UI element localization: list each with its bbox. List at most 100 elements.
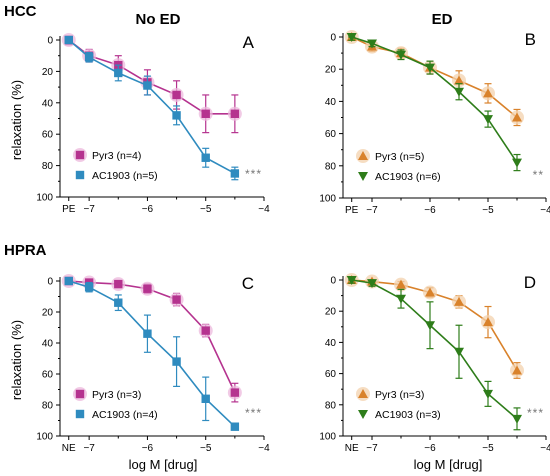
data-point xyxy=(143,284,152,293)
y-tick-label: 100 xyxy=(319,194,336,205)
x-tick-label: −5 xyxy=(482,443,494,454)
legend-marker xyxy=(358,172,368,181)
data-point xyxy=(230,169,240,178)
series-line xyxy=(351,36,518,164)
data-point xyxy=(346,33,357,42)
data-point xyxy=(143,329,152,338)
legend-marker xyxy=(75,150,85,160)
x-tick-label: −5 xyxy=(200,443,212,454)
y-tick-label: 80 xyxy=(42,161,54,172)
y-tick-label: 80 xyxy=(325,400,337,411)
x-tick-label: −6 xyxy=(142,443,154,454)
data-point xyxy=(483,88,493,98)
data-point xyxy=(201,326,210,335)
y-tick-label: 60 xyxy=(42,370,54,381)
data-point xyxy=(367,39,377,49)
y-tick-label: 60 xyxy=(42,130,54,141)
data-point xyxy=(172,357,181,366)
x-tick-label: −4 xyxy=(540,443,550,454)
series-2: AC1903 (n=4) xyxy=(64,276,240,431)
x-tick-label: −4 xyxy=(258,204,270,215)
column-label-ed: ED xyxy=(432,11,453,28)
significance-label: ** xyxy=(533,168,544,182)
y-tick-label: 100 xyxy=(36,193,53,204)
y-tick-label: 80 xyxy=(325,161,337,172)
data-point xyxy=(483,389,493,399)
y-tick-label: 20 xyxy=(42,308,54,319)
data-point xyxy=(230,422,240,431)
y-tick-label: 20 xyxy=(42,67,54,78)
x-tick-label: PE xyxy=(62,204,76,215)
x-tick-label: −7 xyxy=(83,443,95,454)
data-point xyxy=(425,287,435,297)
row-label-hcc: HCC xyxy=(4,3,37,20)
legend-marker xyxy=(75,389,85,399)
series-2: AC1903 (n=3) xyxy=(346,276,522,431)
x-tick-label: −7 xyxy=(83,204,95,215)
data-point xyxy=(367,279,377,289)
y-tick-label: 60 xyxy=(325,129,337,140)
data-point xyxy=(483,317,493,327)
data-point xyxy=(230,109,240,118)
x-tick-label: NE xyxy=(345,443,359,454)
data-point xyxy=(512,414,522,424)
x-tick-label: −4 xyxy=(258,443,270,454)
legend-label: Pyr3 (n=3) xyxy=(375,389,424,401)
y-tick-label: 0 xyxy=(330,276,336,287)
x-tick-label: NE xyxy=(62,443,76,454)
y-tick-label: 40 xyxy=(325,97,337,108)
significance-label: *** xyxy=(245,167,262,181)
panel-letter: B xyxy=(525,30,536,49)
x-tick-label: −6 xyxy=(142,204,154,215)
series-2: AC1903 (n=5) xyxy=(64,35,240,182)
data-point xyxy=(454,87,464,97)
data-point xyxy=(84,53,94,62)
panel-letter: D xyxy=(524,273,536,292)
data-point xyxy=(172,90,181,100)
data-point xyxy=(172,295,181,304)
y-tick-label: 40 xyxy=(325,338,337,349)
legend-label: Pyr3 (n=5) xyxy=(375,151,424,163)
data-point xyxy=(512,365,522,375)
legend-marker xyxy=(358,410,368,419)
significance-label: *** xyxy=(527,406,544,420)
y-tick-label: 100 xyxy=(36,432,53,443)
x-tick-label: −7 xyxy=(366,443,378,454)
series-line xyxy=(68,280,236,428)
data-point xyxy=(114,298,123,307)
legend-label: AC1903 (n=6) xyxy=(375,171,441,183)
x-tick-label: −5 xyxy=(200,204,212,215)
y-tick-label: 40 xyxy=(42,98,54,109)
x-tick-label: PE xyxy=(345,205,359,216)
data-point xyxy=(512,112,522,122)
legend-label: AC1903 (n=4) xyxy=(92,409,158,421)
data-point xyxy=(425,63,435,73)
data-point xyxy=(201,394,210,403)
panel-b: 0 20 40 60 80 100 PE −7 −6 −5 −4 B Pyr3 (n=5) AC1903 … xyxy=(319,30,550,216)
y-tick-label: 100 xyxy=(319,432,336,443)
row-label-hpra: HPRA xyxy=(4,242,47,259)
data-point xyxy=(483,115,493,125)
y-axis-title-bottom: relaxation (%) xyxy=(9,320,24,400)
data-point xyxy=(454,296,464,306)
legend-label: AC1903 (n=3) xyxy=(375,409,441,421)
data-point xyxy=(346,276,357,285)
legend-label: AC1903 (n=5) xyxy=(92,170,158,182)
x-tick-label: −7 xyxy=(366,205,378,216)
legend-label: Pyr3 (n=4) xyxy=(92,150,141,162)
data-point xyxy=(114,279,123,289)
x-tick-label: −6 xyxy=(424,205,436,216)
y-tick-label: 80 xyxy=(42,401,54,412)
y-tick-label: 0 xyxy=(47,36,53,47)
y-tick-label: 40 xyxy=(42,339,54,350)
significance-label: *** xyxy=(245,406,262,420)
legend-label: Pyr3 (n=3) xyxy=(92,389,141,401)
data-point xyxy=(454,75,464,85)
panel-c: 0 20 40 60 80 100 NE −7 −6 −5 −4 C Pyr3 (n=3) AC1903 … xyxy=(36,274,270,454)
series-1: Pyr3 (n=5) xyxy=(344,30,524,163)
y-axis-title-top: relaxation (%) xyxy=(9,80,24,160)
data-point xyxy=(143,81,152,90)
x-axis-title-right: log M [drug] xyxy=(414,457,483,472)
data-point xyxy=(201,153,210,162)
